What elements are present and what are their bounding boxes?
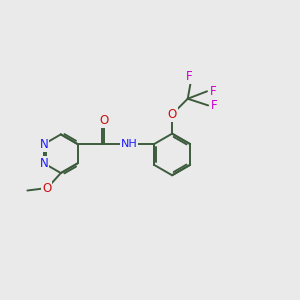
Text: O: O (99, 114, 108, 127)
Text: F: F (211, 99, 218, 112)
Text: NH: NH (121, 139, 137, 149)
Text: N: N (40, 138, 49, 151)
Text: O: O (42, 182, 51, 195)
Text: F: F (210, 85, 217, 98)
Text: O: O (167, 108, 177, 121)
Text: F: F (186, 70, 193, 83)
Text: N: N (40, 157, 49, 170)
